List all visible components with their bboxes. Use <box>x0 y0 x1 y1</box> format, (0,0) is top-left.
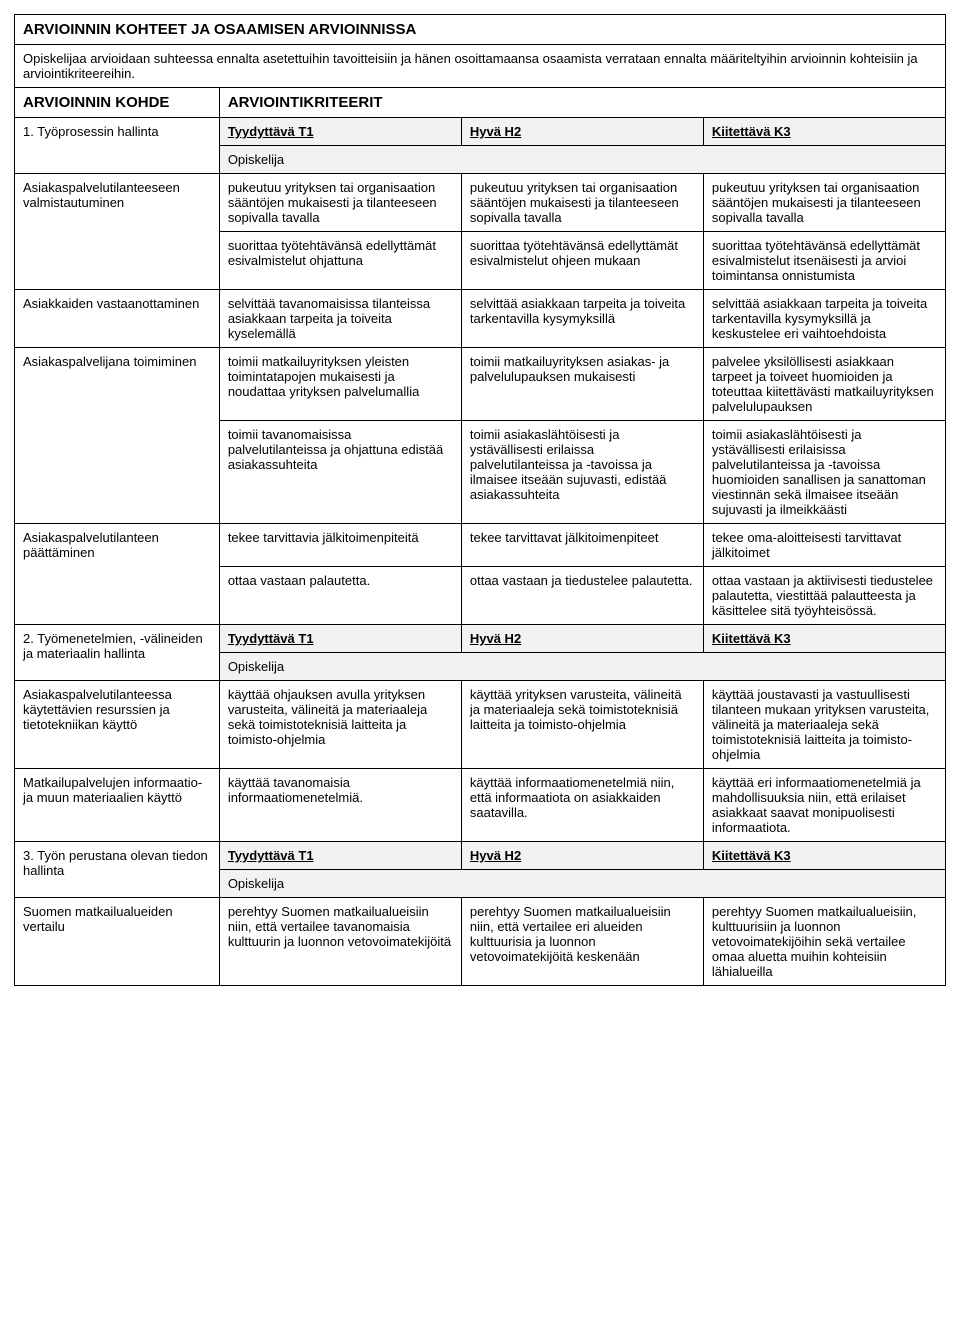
cell-k3: tekee oma-aloitteisesti tarvittavat jälk… <box>703 524 945 567</box>
cell-k3: perehtyy Suomen matkailualueisiin, kultt… <box>703 898 945 986</box>
opiskelija-label: Opiskelija <box>219 653 945 681</box>
cell-t1: toimii tavanomaisissa palvelutilanteissa… <box>219 421 461 524</box>
cell-h2: käyttää informaatiomenetelmiä niin, että… <box>461 769 703 842</box>
cell-h2: tekee tarvittavat jälkitoimenpiteet <box>461 524 703 567</box>
row-label: Asiakkaiden vastaanottaminen <box>15 290 220 348</box>
level-t1: Tyydyttävä T1 <box>219 118 461 146</box>
cell-h2: selvittää asiakkaan tarpeita ja toiveita… <box>461 290 703 348</box>
column-header-kriteerit: ARVIOINTIKRITEERIT <box>219 88 945 118</box>
cell-h2: toimii matkailuyrityksen asiakas- ja pal… <box>461 348 703 421</box>
cell-h2: perehtyy Suomen matkailualueisiin niin, … <box>461 898 703 986</box>
cell-t1: käyttää tavanomaisia informaatiomenetelm… <box>219 769 461 842</box>
row-label: Asiakaspalvelijana toimiminen <box>15 348 220 524</box>
cell-h2: suorittaa työtehtävänsä edellyttämät esi… <box>461 232 703 290</box>
cell-h2: pukeutuu yrityksen tai organisaation sää… <box>461 174 703 232</box>
cell-t1: perehtyy Suomen matkailualueisiin niin, … <box>219 898 461 986</box>
cell-t1: toimii matkailuyrityksen yleisten toimin… <box>219 348 461 421</box>
group-2-heading: 2. Työmenetelmien, -välineiden ja materi… <box>15 625 220 681</box>
level-t1: Tyydyttävä T1 <box>219 625 461 653</box>
row-label: Asiakaspalvelutilanteen päättäminen <box>15 524 220 625</box>
cell-h2: ottaa vastaan ja tiedustelee palautetta. <box>461 567 703 625</box>
page-title: ARVIOINNIN KOHTEET JA OSAAMISEN ARVIOINN… <box>15 15 946 45</box>
cell-k3: toimii asiakaslähtöisesti ja ystävällise… <box>703 421 945 524</box>
row-label: Suomen matkailualueiden vertailu <box>15 898 220 986</box>
level-h2: Hyvä H2 <box>461 118 703 146</box>
column-header-kohde: ARVIOINNIN KOHDE <box>15 88 220 118</box>
group-3-heading: 3. Työn perustana olevan tiedon hallinta <box>15 842 220 898</box>
level-k3: Kiitettävä K3 <box>703 625 945 653</box>
cell-k3: selvittää asiakkaan tarpeita ja toiveita… <box>703 290 945 348</box>
row-label: Asiakaspalvelutilanteessa käytettävien r… <box>15 681 220 769</box>
opiskelija-label: Opiskelija <box>219 146 945 174</box>
cell-k3: pukeutuu yrityksen tai organisaation sää… <box>703 174 945 232</box>
cell-k3: käyttää eri informaatiomenetelmiä ja mah… <box>703 769 945 842</box>
level-h2: Hyvä H2 <box>461 842 703 870</box>
cell-t1: tekee tarvittavia jälkitoimenpiteitä <box>219 524 461 567</box>
cell-k3: ottaa vastaan ja aktiivisesti tiedustele… <box>703 567 945 625</box>
cell-k3: palvelee yksilöllisesti asiakkaan tarpee… <box>703 348 945 421</box>
row-label: Matkailupalvelujen informaatio- ja muun … <box>15 769 220 842</box>
cell-h2: toimii asiakaslähtöisesti ja ystävällise… <box>461 421 703 524</box>
level-h2: Hyvä H2 <box>461 625 703 653</box>
level-k3: Kiitettävä K3 <box>703 118 945 146</box>
level-t1: Tyydyttävä T1 <box>219 842 461 870</box>
cell-t1: selvittää tavanomaisissa tilanteissa asi… <box>219 290 461 348</box>
cell-k3: suorittaa työtehtävänsä edellyttämät esi… <box>703 232 945 290</box>
cell-h2: käyttää yrityksen varusteita, välineitä … <box>461 681 703 769</box>
opiskelija-label: Opiskelija <box>219 870 945 898</box>
cell-k3: käyttää joustavasti ja vastuullisesti ti… <box>703 681 945 769</box>
assessment-table: ARVIOINNIN KOHTEET JA OSAAMISEN ARVIOINN… <box>14 14 946 986</box>
group-1-heading: 1. Työprosessin hallinta <box>15 118 220 174</box>
cell-t1: pukeutuu yrityksen tai organisaation sää… <box>219 174 461 232</box>
cell-t1: ottaa vastaan palautetta. <box>219 567 461 625</box>
row-label: Asiakaspalvelutilanteeseen valmistautumi… <box>15 174 220 290</box>
level-k3: Kiitettävä K3 <box>703 842 945 870</box>
intro-text: Opiskelijaa arvioidaan suhteessa ennalta… <box>15 45 946 88</box>
cell-t1: käyttää ohjauksen avulla yrityksen varus… <box>219 681 461 769</box>
cell-t1: suorittaa työtehtävänsä edellyttämät esi… <box>219 232 461 290</box>
